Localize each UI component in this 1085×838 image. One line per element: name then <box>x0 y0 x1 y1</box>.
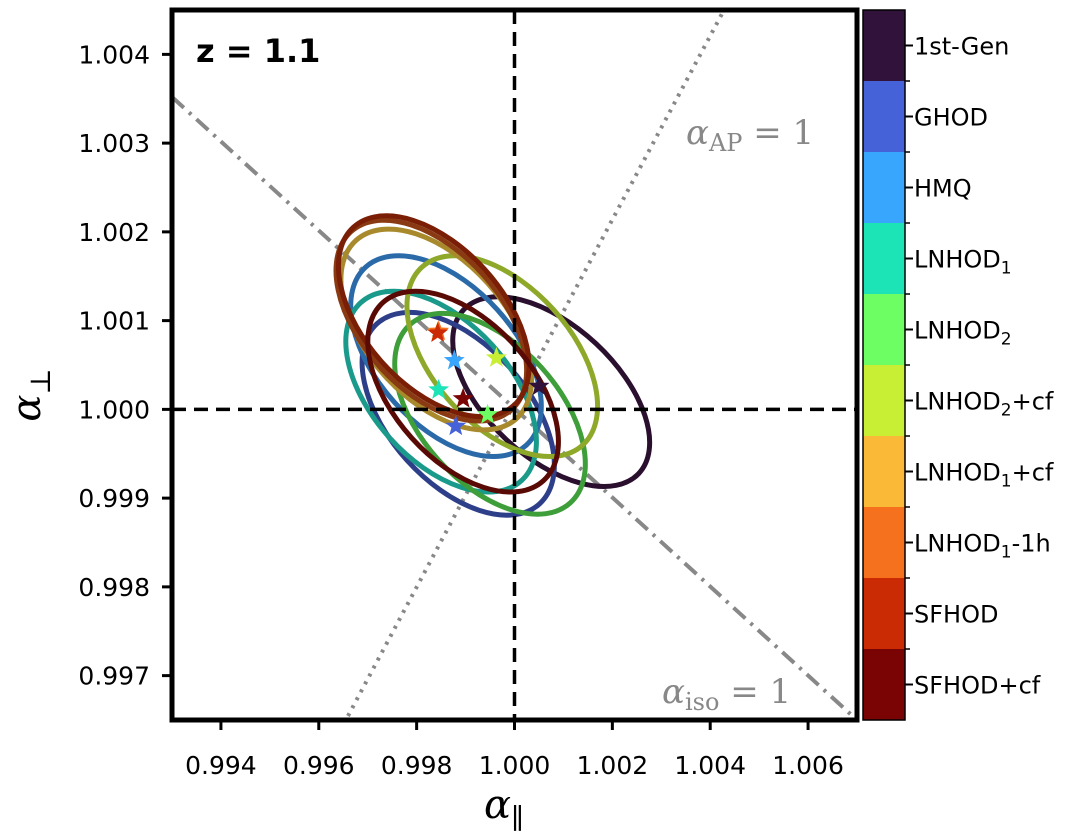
contour-8 <box>335 213 532 420</box>
y-tick-label: 0.997 <box>78 662 150 691</box>
colorbar-label: 1st-Gen <box>914 33 1009 61</box>
best-fit-star-5 <box>485 346 507 367</box>
colorbar-swatch <box>863 649 905 721</box>
y-tick-label: 1.000 <box>78 395 150 424</box>
best-fit-star-2 <box>443 349 465 370</box>
x-tick-label: 0.996 <box>283 751 355 780</box>
colorbar-label: SFHOD+cf <box>914 672 1041 700</box>
x-tick-label: 0.994 <box>185 751 257 780</box>
colorbar-label: LNHOD1 <box>914 246 1012 279</box>
axis-ticks: 0.994 0.996 0.998 1.000 1.002 1.004 1.006 0.997… <box>78 40 843 780</box>
colorbar-label: SFHOD <box>914 601 998 629</box>
colorbar-swatch <box>863 507 905 579</box>
y-tick-label: 1.004 <box>78 40 150 69</box>
x-tick-label: 1.006 <box>772 751 844 780</box>
colorbar-label: LNHOD2 <box>914 317 1012 350</box>
colorbar-swatch <box>863 578 905 650</box>
colorbar-swatch <box>863 365 905 437</box>
colorbar-swatch <box>863 294 905 366</box>
colorbar: 1st-Gen GHOD HMQ LNHOD1 LNHOD2 LNHOD2+cf LNHOD… <box>862 9 1054 721</box>
best-fit-star-3 <box>428 378 450 399</box>
alpha-ap-label: αAP = 1 <box>686 113 814 157</box>
colorbar-swatch <box>863 10 905 82</box>
y-tick-label: 1.001 <box>78 307 150 336</box>
y-tick-label: 0.998 <box>78 573 150 602</box>
x-axis-title: α∥ <box>484 782 524 835</box>
colorbar-label: HMQ <box>914 175 972 203</box>
y-axis-title: α⊥ <box>4 368 57 421</box>
best-fit-star-9 <box>452 387 474 408</box>
x-tick-label: 1.004 <box>674 751 746 780</box>
y-tick-label: 1.002 <box>78 218 150 247</box>
contour-2 <box>348 253 544 460</box>
x-tick-label: 1.000 <box>479 751 551 780</box>
colorbar-swatch <box>863 436 905 508</box>
y-tick-label: 1.003 <box>78 129 150 158</box>
colorbar-label: LNHOD1+cf <box>914 459 1054 492</box>
colorbar-label: GHOD <box>914 104 988 132</box>
colorbar-frame <box>862 9 906 721</box>
z-annotation: z = 1.1 <box>196 32 320 70</box>
best-fit-star-4 <box>477 403 499 424</box>
colorbar-swatch <box>863 81 905 153</box>
colorbar-swatch <box>863 152 905 224</box>
contour-5 <box>404 253 601 460</box>
best-fit-star-0 <box>528 375 550 396</box>
alpha-ap-line <box>346 10 726 717</box>
contour-3 <box>343 288 539 495</box>
best-fit-star-8 <box>427 322 449 342</box>
colorbar-swatch <box>863 223 905 295</box>
x-tick-label: 1.002 <box>577 751 649 780</box>
colorbar-label: LNHOD1-1h <box>914 530 1051 563</box>
best-fit-star-1 <box>445 415 467 436</box>
contour-0 <box>450 294 653 489</box>
y-tick-label: 0.999 <box>78 484 150 513</box>
colorbar-label: LNHOD2+cf <box>914 388 1054 421</box>
plot-area <box>172 10 857 720</box>
alpha-iso-label: αiso = 1 <box>662 672 791 716</box>
x-tick-label: 0.998 <box>381 751 453 780</box>
